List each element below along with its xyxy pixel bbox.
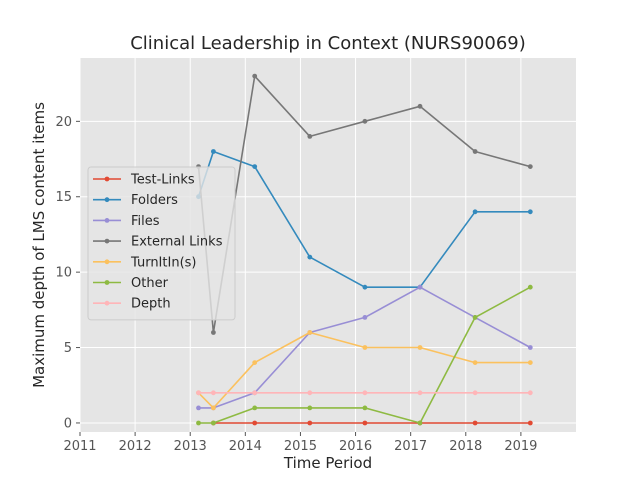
data-point-external-links (472, 149, 478, 154)
legend-marker (104, 238, 110, 244)
data-point-external-links (362, 118, 368, 124)
data-point-test-links (252, 420, 258, 426)
legend-item-folders: Folders (93, 193, 178, 208)
data-point-other (472, 315, 478, 320)
data-point-depth (472, 390, 478, 396)
series-line-folders (197, 150, 531, 289)
data-point-depth (527, 390, 533, 396)
x-axis-label: Time Period (283, 454, 372, 472)
data-point-turnitin-s (472, 360, 478, 365)
y-tick-label: 0 (64, 416, 72, 431)
data-point-turnitin-s (252, 360, 258, 365)
data-point-external-links (211, 330, 216, 335)
data-point-test-links (307, 420, 313, 426)
legend-marker (104, 218, 110, 223)
legend-label: Files (131, 214, 160, 229)
data-point-test-links (362, 420, 368, 426)
data-point-turnitin-s (211, 405, 216, 411)
y-tick-label: 5 (64, 341, 72, 356)
legend: Test-Links Folders Files External Links Turn… (87, 166, 236, 321)
series-line-other (198, 286, 531, 424)
series-layer (196, 73, 533, 426)
data-point-external-links (417, 103, 423, 109)
legend-label: External Links (131, 235, 223, 250)
data-point-external-links (252, 73, 258, 79)
data-point-depth (307, 390, 313, 396)
series-other (196, 284, 533, 426)
data-point-depth (196, 390, 201, 396)
legend-marker (104, 300, 110, 306)
x-tick-label: 2012 (119, 439, 152, 454)
y-tick-label: 15 (55, 190, 72, 205)
data-point-depth (362, 390, 368, 396)
data-point-folders (472, 209, 478, 215)
data-point-external-links (527, 164, 533, 170)
data-point-folders (211, 149, 216, 154)
data-point-depth (252, 390, 258, 396)
series-line-turnitin-s (197, 331, 531, 409)
tick-layer: 2011 2012 2013 2014 2015 2016 2017 2018 20190510… (55, 115, 537, 454)
data-point-folders (362, 284, 368, 290)
data-point-turnitin-s (417, 345, 423, 350)
series-depth (196, 390, 533, 396)
data-point-other (527, 284, 533, 290)
legend-item-turnitin-s: TurnItIn(s) (93, 255, 196, 270)
y-axis-label: Maximum depth of LMS content items (30, 102, 48, 388)
x-tick-label: 2013 (174, 439, 207, 454)
legend-marker (104, 197, 110, 203)
legend-item-files: Files (93, 214, 160, 229)
x-tick-label: 2019 (504, 439, 537, 454)
legend-marker (104, 176, 110, 182)
legend-item-test-links: Test-Links (93, 173, 195, 188)
data-point-other (417, 420, 423, 426)
data-point-turnitin-s (362, 345, 368, 350)
legend-label: Folders (131, 193, 178, 208)
x-tick-label: 2011 (63, 439, 96, 454)
y-tick-label: 20 (55, 115, 72, 130)
data-point-other (307, 405, 313, 411)
data-point-other (362, 405, 368, 411)
legend-item-other: Other (93, 276, 169, 291)
data-point-files (196, 405, 201, 411)
legend-marker (104, 280, 110, 285)
data-point-folders (527, 209, 533, 215)
chart-title: Clinical Leadership in Context (NURS9006… (130, 33, 526, 54)
data-point-other (252, 405, 258, 411)
data-point-test-links (472, 420, 478, 426)
data-point-folders (252, 164, 258, 170)
legend-label: Other (131, 276, 169, 291)
data-point-depth (417, 390, 423, 396)
legend-marker (104, 259, 110, 265)
series-folders (196, 149, 533, 290)
data-point-turnitin-s (307, 330, 313, 335)
data-point-folders (307, 254, 313, 260)
data-point-depth (211, 390, 216, 396)
legend-box (87, 166, 236, 321)
data-point-files (362, 315, 368, 320)
legend-label: Test-Links (130, 173, 195, 188)
x-tick-label: 2016 (339, 439, 372, 454)
data-point-other (196, 420, 201, 426)
legend-item-depth: Depth (93, 297, 171, 312)
x-tick-label: 2015 (284, 439, 317, 454)
x-tick-label: 2014 (229, 439, 262, 454)
data-point-turnitin-s (527, 360, 533, 365)
y-tick-label: 10 (55, 266, 72, 281)
data-point-files (527, 345, 533, 350)
legend-label: Depth (131, 297, 171, 312)
series-line-files (198, 286, 531, 409)
legend-item-external-links: External Links (93, 235, 223, 250)
data-point-other (211, 420, 216, 426)
data-point-test-links (527, 420, 533, 426)
x-tick-label: 2018 (449, 439, 482, 454)
data-point-external-links (307, 134, 313, 139)
legend-label: TurnItIn(s) (130, 255, 196, 270)
data-point-files (417, 284, 423, 290)
x-tick-label: 2017 (394, 439, 427, 454)
